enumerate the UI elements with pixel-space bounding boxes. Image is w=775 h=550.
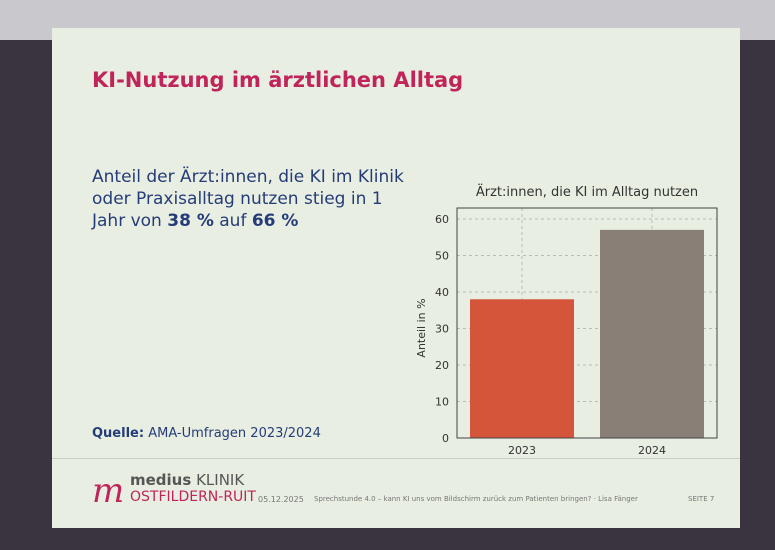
chart: Ärzt:innen, die KI im Alltag nutzen Ante… [415, 184, 718, 457]
talk-title: Sprechstunde 4.0 – kann KI uns vom Bilds… [314, 495, 638, 503]
brand: medius KLINIK [130, 471, 244, 489]
source-label: Quelle: [92, 426, 145, 441]
bar [600, 229, 704, 438]
source: Quelle: AMA-Umfragen 2023/2024 [92, 426, 321, 441]
y-tick-label: 10 [435, 395, 449, 408]
body-value: 66 % [251, 211, 299, 231]
y-tick-label: 60 [435, 213, 449, 226]
plot-frame [456, 207, 718, 439]
date: 05.12.2025 [258, 495, 304, 504]
bar [470, 299, 574, 438]
brand-name: medius [130, 471, 192, 489]
x-tick-label: 2024 [638, 444, 666, 457]
slide-body: Anteil der Ärzt:innen, die KI im Klinik … [92, 166, 412, 232]
source-text: AMA-Umfragen 2023/2024 [148, 426, 321, 441]
slide-title: KI-Nutzung im ärztlichen Alltag [92, 68, 464, 92]
y-tick-label: 50 [435, 249, 449, 262]
footer: m medius KLINIK OSTFILDERN-RUIT 05.12.20… [52, 458, 740, 529]
y-tick-label: 40 [435, 286, 449, 299]
body-value: 38 % [167, 211, 214, 231]
y-tick-label: 20 [435, 359, 449, 372]
logo: m [92, 471, 125, 511]
chart-title: Ärzt:innen, die KI im Alltag nutzen [476, 184, 698, 200]
body-text: auf [213, 211, 252, 231]
page-number: SEITE 7 [688, 495, 715, 503]
y-tick-label: 0 [442, 432, 449, 445]
x-tick-label: 2023 [508, 444, 536, 457]
brand-suffix: KLINIK [196, 471, 245, 489]
y-tick-label: 30 [435, 322, 449, 335]
location: OSTFILDERN-RUIT [130, 489, 256, 505]
slide: KI-Nutzung im ärztlichen Alltag Anteil d… [52, 28, 740, 528]
body-text: Anteil der Ärzt:innen, die KI im Klinik … [92, 167, 404, 231]
y-axis-label: Anteil in % [415, 298, 428, 357]
